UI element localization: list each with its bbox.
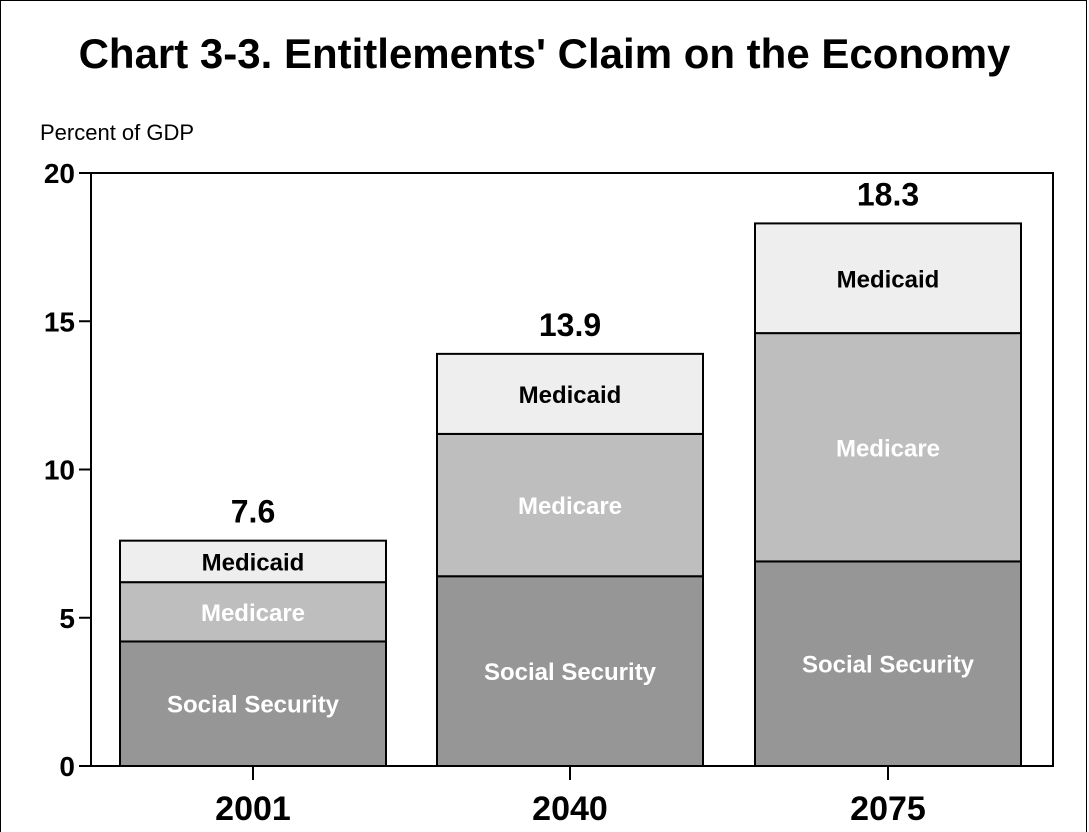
segment-label: Medicaid <box>519 382 622 409</box>
bar-segment <box>119 539 387 584</box>
segment-label: Social Security <box>484 659 657 686</box>
segment-label: Medicare <box>836 435 940 462</box>
segment-label: Medicaid <box>837 266 940 293</box>
total-label: 7.6 <box>231 494 275 530</box>
y-axis-label: Percent of GDP <box>40 120 195 145</box>
y-tick-label: 5 <box>59 603 75 634</box>
segment-label: Social Security <box>802 652 975 679</box>
bar-segment <box>754 332 1022 563</box>
y-tick-label: 0 <box>59 751 75 782</box>
total-label: 18.3 <box>857 176 919 212</box>
y-tick-label: 15 <box>44 306 75 337</box>
total-label: 13.9 <box>539 307 601 343</box>
segment-label: Medicaid <box>202 549 305 576</box>
bar-segment <box>754 222 1022 335</box>
x-tick-label: 2001 <box>215 790 291 828</box>
bar-segment <box>436 575 704 767</box>
x-tick-label: 2040 <box>532 790 608 828</box>
chart-title: Chart 3-3. Entitlements' Claim on the Ec… <box>78 30 1011 77</box>
y-tick-label: 20 <box>44 158 75 189</box>
segment-label: Medicare <box>201 600 305 627</box>
bar-segment <box>436 432 704 578</box>
x-tick-label: 2075 <box>850 790 926 828</box>
bar-segment <box>754 560 1022 767</box>
segment-label: Social Security <box>167 692 340 719</box>
y-tick-label: 10 <box>44 455 75 486</box>
bar-segment <box>436 352 704 435</box>
segment-label: Medicare <box>518 493 622 520</box>
